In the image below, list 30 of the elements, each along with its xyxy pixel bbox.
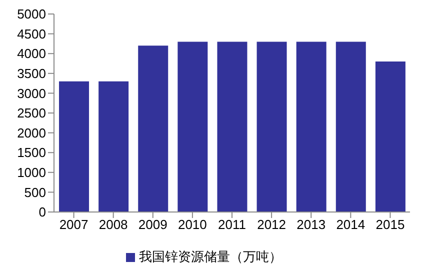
bar bbox=[138, 46, 168, 212]
y-tick-label: 5000 bbox=[17, 6, 46, 22]
y-tick-label: 0 bbox=[38, 204, 46, 220]
x-tick-label: 2007 bbox=[59, 217, 88, 232]
y-tick-label: 4500 bbox=[17, 26, 46, 42]
x-tick-label: 2009 bbox=[138, 217, 168, 232]
x-tick-label: 2011 bbox=[218, 217, 246, 232]
y-tick-label: 500 bbox=[24, 184, 46, 200]
bar bbox=[178, 42, 208, 212]
bar bbox=[59, 81, 89, 212]
y-tick-label: 3500 bbox=[17, 66, 46, 82]
y-tick-label: 1500 bbox=[17, 145, 46, 160]
bar bbox=[217, 42, 248, 212]
bar bbox=[296, 42, 326, 212]
y-tick-label: 2500 bbox=[17, 106, 46, 121]
y-tick-label: 2000 bbox=[17, 125, 46, 140]
x-tick-label: 2012 bbox=[257, 217, 286, 232]
bar bbox=[256, 42, 287, 212]
x-tick-label: 2014 bbox=[336, 217, 366, 232]
y-tick-label: 3000 bbox=[17, 86, 46, 101]
bar bbox=[336, 42, 366, 212]
x-tick-label: 2010 bbox=[178, 217, 207, 232]
legend-label: 我国锌资源储量（万吨） bbox=[139, 249, 282, 264]
x-tick-label: 2008 bbox=[98, 217, 128, 232]
y-tick-label: 1000 bbox=[17, 165, 46, 180]
bar bbox=[98, 81, 129, 212]
bar bbox=[375, 62, 406, 212]
x-tick-label: 2015 bbox=[376, 217, 405, 232]
x-tick-label: 2013 bbox=[296, 217, 326, 232]
y-tick-label: 4000 bbox=[17, 46, 46, 62]
